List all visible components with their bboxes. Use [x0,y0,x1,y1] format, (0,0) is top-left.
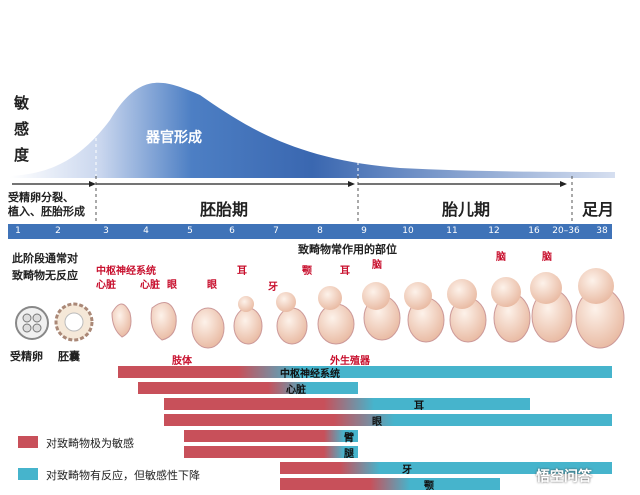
legend-swatch-sensitive [18,436,38,448]
bar-ear [164,398,530,410]
embryo-week4 [150,302,177,341]
week-label: 5 [187,226,193,236]
y-axis-label-3: 度 [14,146,30,164]
no-reaction-line1: 此阶段通常对 [12,252,78,265]
bar-label-ear: 耳 [414,401,424,412]
week-label: 10 [402,226,414,236]
curve-label: 器官形成 [146,130,202,146]
week-label: 9 [361,226,367,236]
organ-label-heart: 心脏 [96,280,116,291]
bar-label-leg: 腿 [344,449,354,460]
week-label: 1 [15,226,21,236]
fetus-week10 [404,282,445,343]
organ-label-eye: 眼 [167,280,177,291]
organ-label-eye-2: 眼 [207,280,217,291]
week-label: 12 [488,226,500,236]
week-label: 6 [229,226,235,236]
week-label: 2 [55,226,61,236]
week-label: 3 [103,226,109,236]
bar-label-heart: 心脏 [286,385,306,396]
organ-label-ear-2: 耳 [340,266,350,277]
period-pre-embryo: 受精卵分裂、 植入、胚胎形成 [8,191,85,219]
no-reaction-note: 此阶段通常对 致畸物无反应 [12,250,78,284]
bar-label-arm: 臂 [344,433,354,444]
bar-label-teeth: 牙 [402,465,412,476]
target-sites-title: 致畸物常作用的部位 [298,243,397,256]
organ-label-limbs: 肢体 [172,356,192,367]
organ-label-palate: 颚 [302,266,312,277]
week-label: 38 [596,226,608,236]
bar-label-eye: 眼 [372,417,382,428]
period-embryo: 胚胎期 [200,200,249,219]
week-label: 16 [528,226,540,236]
organ-label-brain-1: 脑 [372,260,382,271]
week-header-bar [8,224,612,239]
period-full-term: 足月 [582,200,615,219]
bar-eye [164,414,612,426]
bar-palate [280,478,500,490]
period-fetal: 胎儿期 [442,200,491,219]
embryo-week5 [191,307,225,349]
bar-arm [184,430,358,442]
period-arrows [12,176,573,222]
blastocyst-illustration [54,302,94,342]
fetus-week12 [491,277,531,343]
organ-label-heart-2: 心脏 [140,280,160,291]
legend-swatch-reduced [18,468,38,480]
blastocyst-label: 胚囊 [58,350,80,363]
embryo-week3 [111,303,132,338]
week-label: 4 [143,226,149,236]
embryo-week6 [233,296,263,345]
bar-teeth [280,462,612,474]
bar-cns [118,366,612,378]
legend-label-reduced: 对致畸物有反应，但敏感性下降 [46,469,200,482]
organ-label-genitals: 外生殖器 [330,356,370,367]
organ-label-brain-3: 脑 [542,252,552,263]
fetus-week38 [575,268,625,349]
organ-label-cns: 中枢神经系统 [96,266,156,277]
fetus-week9 [362,282,401,341]
embryo-week7 [276,292,308,345]
week-label: 8 [317,226,323,236]
organ-label-teeth: 牙 [268,282,278,293]
no-reaction-line2: 致畸物无反应 [12,269,78,282]
fetus-week16 [530,272,573,343]
organ-label-brain-2: 脑 [496,252,506,263]
sensitivity-curve-chart [10,82,615,178]
zygote-label: 受精卵 [10,350,43,363]
bar-label-palate: 颚 [424,481,434,492]
period-pre-embryo-line1: 受精卵分裂、 [8,191,74,204]
bar-heart [138,382,358,394]
watermark: 悟空问答 [536,469,592,485]
bar-leg [184,446,358,458]
period-pre-embryo-line2: 植入、胚胎形成 [8,205,85,218]
organ-label-ear: 耳 [237,266,247,277]
bar-label-cns: 中枢神经系统 [280,369,340,380]
week-label: 11 [446,226,458,236]
y-axis-label-2: 感 [14,120,30,138]
embryo-week8 [317,286,355,345]
y-axis-label-1: 敏 [14,94,30,112]
zygote-illustration [15,306,49,340]
legend-label-sensitive: 对致畸物极为敏感 [46,437,134,450]
embryo-series-illustration [111,268,625,349]
week-label: 20–36 [552,226,580,236]
sensitivity-curve [10,82,615,178]
fetus-week11 [447,279,487,343]
week-label: 7 [273,226,279,236]
